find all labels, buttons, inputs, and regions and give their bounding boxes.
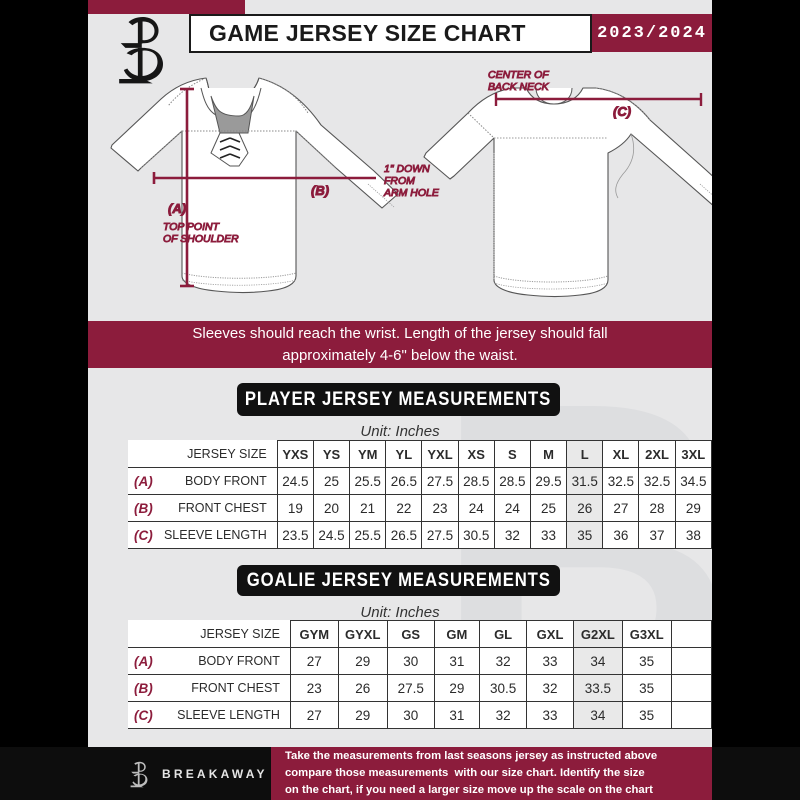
svg-text:TOP POINT: TOP POINT	[163, 221, 221, 233]
svg-text:(B): (B)	[311, 183, 329, 198]
svg-text:(C): (C)	[613, 104, 631, 119]
svg-text:1" DOWN: 1" DOWN	[384, 163, 430, 175]
svg-text:OF SHOULDER: OF SHOULDER	[163, 233, 239, 245]
svg-text:CENTER OF: CENTER OF	[488, 69, 549, 81]
svg-text:(A): (A)	[168, 201, 186, 216]
svg-text:ARM HOLE: ARM HOLE	[383, 187, 440, 199]
svg-text:FROM: FROM	[384, 175, 415, 187]
svg-text:BACK NECK: BACK NECK	[488, 81, 550, 93]
